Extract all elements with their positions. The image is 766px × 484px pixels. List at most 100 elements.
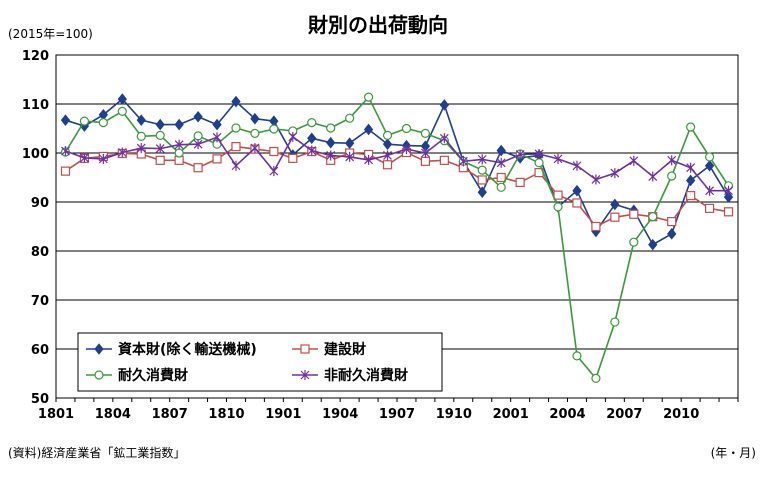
data-point (60, 166, 71, 176)
x-tick-label: 1810 (208, 407, 244, 422)
data-point (629, 209, 639, 219)
data-point (326, 136, 336, 149)
data-point (155, 118, 165, 131)
legend-entry: 耐久消費財 (86, 367, 188, 384)
data-point (420, 148, 430, 158)
data-point (326, 123, 336, 133)
data-point (79, 116, 90, 126)
data-point (60, 114, 71, 126)
legend-label: 耐久消費財 (118, 367, 188, 384)
source-note: (資料)経済産業省「鉱工業指数」 (8, 445, 185, 460)
y-tick-label: 110 (22, 98, 49, 113)
data-point (420, 128, 431, 138)
series-line (65, 145, 729, 228)
data-point (250, 128, 260, 138)
legend-label: 非耐久消費財 (324, 367, 408, 384)
y-tick-label: 90 (31, 196, 49, 211)
data-point (705, 185, 715, 196)
data-point (553, 202, 563, 212)
x-tick-label: 1904 (322, 407, 358, 422)
data-point (136, 131, 146, 141)
series-2 (60, 142, 734, 232)
data-point (553, 153, 563, 164)
data-point (439, 99, 450, 111)
data-point (363, 92, 374, 102)
data-point (553, 190, 563, 200)
data-point (667, 155, 677, 166)
x-axis-unit: (年・月) (711, 446, 756, 460)
y-tick-label: 50 (31, 392, 49, 407)
data-point (382, 130, 393, 140)
legend-entry: 非耐久消費財 (292, 367, 408, 384)
data-point (648, 171, 658, 182)
data-point (401, 123, 412, 134)
data-point (534, 158, 544, 168)
data-point (572, 198, 582, 208)
data-point (269, 146, 279, 157)
data-point (686, 191, 696, 201)
data-point (231, 123, 241, 133)
series-3 (60, 92, 734, 383)
data-point (686, 162, 696, 173)
data-point (288, 153, 298, 163)
y-tick-label: 60 (31, 343, 49, 358)
chart-title: 財別の出荷動向 (308, 13, 448, 37)
y-tick-label: 80 (31, 245, 49, 260)
legend-entry: 資本財(除く輸送機械) (86, 341, 257, 358)
series-1 (60, 93, 734, 251)
data-point (79, 152, 89, 163)
data-point (117, 106, 127, 116)
data-point (326, 150, 336, 161)
x-tick-label: 2010 (663, 407, 699, 422)
data-point (515, 149, 525, 160)
data-point (685, 174, 696, 187)
data-point (136, 143, 146, 154)
data-point (477, 175, 487, 185)
data-point (591, 373, 601, 383)
x-tick-label: 1907 (379, 407, 415, 422)
data-point (307, 118, 317, 128)
data-point (420, 156, 431, 166)
data-point (591, 174, 601, 185)
data-point (94, 370, 104, 380)
data-point (439, 155, 449, 165)
y-tick-label: 100 (22, 147, 49, 162)
data-point (174, 139, 184, 150)
data-point (648, 212, 658, 222)
data-point (610, 317, 620, 327)
data-point (98, 153, 108, 164)
data-point (458, 156, 468, 167)
data-point (496, 157, 506, 168)
data-point (667, 228, 677, 240)
data-point (667, 171, 677, 181)
data-point (572, 160, 582, 171)
data-point (231, 160, 241, 171)
data-point (610, 212, 620, 222)
data-point (155, 155, 165, 165)
series-line (65, 97, 730, 246)
data-point (155, 130, 165, 140)
grid (56, 103, 738, 350)
data-point (496, 144, 506, 157)
data-point (193, 110, 203, 123)
data-point (212, 118, 222, 131)
x-tick-label: 2001 (493, 407, 529, 422)
data-point (345, 151, 355, 162)
y-tick-label: 120 (22, 49, 49, 64)
data-point (300, 370, 310, 380)
data-point (212, 154, 222, 164)
legend-label: 建設財 (324, 341, 366, 358)
data-point (704, 152, 715, 162)
data-point (364, 154, 374, 165)
y-tick-label: 70 (31, 294, 49, 309)
data-point (117, 147, 127, 158)
legend-label: 資本財(除く輸送機械) (118, 341, 257, 358)
x-tick-label: 1804 (95, 407, 131, 422)
data-point (477, 186, 487, 199)
x-tick-label: 1801 (38, 407, 74, 422)
data-point (629, 237, 639, 247)
data-point (723, 207, 734, 217)
data-point (610, 168, 620, 179)
data-point (496, 172, 506, 183)
data-point (155, 143, 165, 154)
